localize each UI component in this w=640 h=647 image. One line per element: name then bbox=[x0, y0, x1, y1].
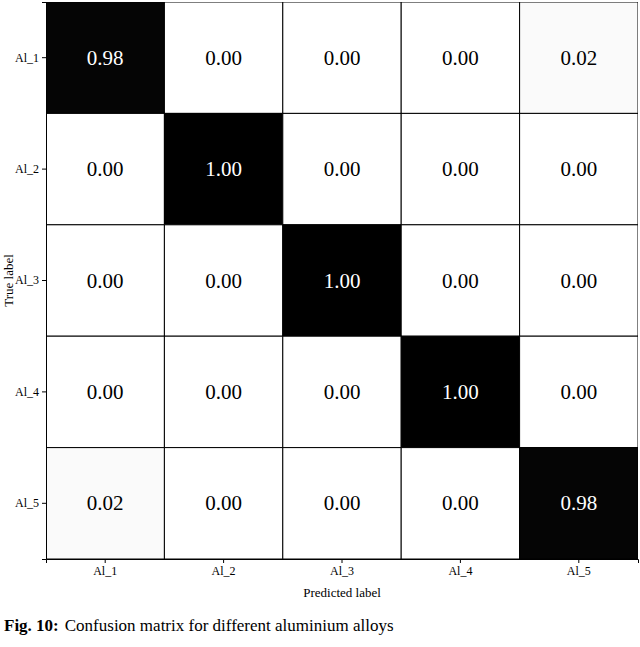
cell bbox=[164, 113, 282, 224]
cell-label: 0.00 bbox=[205, 380, 242, 404]
y-tick: Al_2 bbox=[15, 162, 46, 176]
x-tick-mark bbox=[105, 559, 106, 563]
cell-label: 0.00 bbox=[205, 491, 242, 515]
cell-label: 0.00 bbox=[560, 380, 597, 404]
cell bbox=[164, 336, 282, 447]
cell bbox=[283, 113, 401, 224]
x-tick: Al_4 bbox=[448, 559, 472, 578]
cell bbox=[401, 225, 519, 336]
x-tick-label: Al_4 bbox=[448, 564, 472, 578]
cell-label: 0.00 bbox=[87, 269, 124, 293]
x-tick: Al_5 bbox=[567, 559, 591, 578]
x-tick-mark bbox=[342, 559, 343, 563]
y-axis: Al_1 Al_2 Al_3 Al_4 Al_5 bbox=[15, 3, 47, 560]
x-tick: Al_2 bbox=[212, 559, 236, 578]
chart: 0.98 0.00 0.00 0.00 0.02 0.00 1.00 0.00 0.00 0.00… bbox=[0, 0, 640, 647]
y-tick-mark bbox=[42, 57, 46, 58]
y-tick-mark bbox=[42, 503, 46, 504]
y-tick-mark bbox=[42, 169, 46, 170]
caption-text: Confusion matrix for different aluminium… bbox=[65, 616, 394, 635]
cell-label: 1.00 bbox=[324, 269, 361, 293]
y-tick-mark bbox=[42, 391, 46, 392]
caption-label: Fig. 10: bbox=[4, 616, 59, 635]
y-tick-label: Al_2 bbox=[15, 162, 39, 176]
x-tick-label: Al_3 bbox=[330, 564, 354, 578]
y-axis-title: True label bbox=[1, 254, 16, 307]
cell bbox=[401, 448, 519, 559]
x-tick-label: Al_1 bbox=[93, 564, 117, 578]
cell-label: 0.00 bbox=[560, 157, 597, 181]
cell bbox=[520, 336, 638, 447]
cell-label: 0.00 bbox=[560, 269, 597, 293]
x-tick-mark bbox=[223, 559, 224, 563]
x-tick-label: Al_2 bbox=[212, 564, 236, 578]
cell bbox=[520, 225, 638, 336]
cell bbox=[164, 448, 282, 559]
x-axis-title: Predicted label bbox=[303, 585, 381, 600]
cell-label: 0.00 bbox=[87, 380, 124, 404]
cell bbox=[164, 2, 282, 113]
cell bbox=[283, 225, 401, 336]
cells bbox=[46, 2, 638, 559]
cell-labels: 0.98 0.00 0.00 0.00 0.02 0.00 1.00 0.00 0.00 0.00… bbox=[87, 46, 597, 516]
cell bbox=[46, 2, 164, 113]
x-tick-mark bbox=[578, 559, 579, 563]
cell-label: 0.00 bbox=[87, 157, 124, 181]
cell-label: 0.00 bbox=[442, 491, 479, 515]
y-axis-line bbox=[42, 3, 47, 560]
x-tick: Al_1 bbox=[93, 559, 117, 578]
y-tick-label: Al_5 bbox=[15, 496, 39, 510]
x-axis: Al_1 Al_2 Al_3 Al_4 Al_5 bbox=[47, 559, 639, 578]
cell-label: 0.00 bbox=[442, 269, 479, 293]
cell bbox=[520, 2, 638, 113]
cell-label: 0.00 bbox=[324, 46, 361, 70]
y-tick-label: Al_4 bbox=[15, 385, 39, 399]
caption: Fig. 10: Confusion matrix for different a… bbox=[4, 616, 394, 635]
cell bbox=[283, 2, 401, 113]
cell bbox=[520, 448, 638, 559]
cell-label: 0.00 bbox=[205, 269, 242, 293]
cell-label: 0.00 bbox=[324, 491, 361, 515]
cell bbox=[401, 2, 519, 113]
y-tick: Al_4 bbox=[15, 385, 46, 399]
cell bbox=[46, 225, 164, 336]
cell bbox=[46, 113, 164, 224]
cell-label: 0.00 bbox=[324, 157, 361, 181]
x-tick: Al_3 bbox=[330, 559, 354, 578]
cell bbox=[520, 113, 638, 224]
cell-label: 0.00 bbox=[205, 46, 242, 70]
cell-label: 0.00 bbox=[442, 46, 479, 70]
cell bbox=[401, 113, 519, 224]
cell bbox=[401, 336, 519, 447]
y-tick: Al_1 bbox=[15, 51, 46, 65]
x-tick-mark bbox=[460, 559, 461, 563]
y-tick-label: Al_3 bbox=[15, 273, 39, 287]
cell-label: 0.98 bbox=[560, 491, 597, 515]
y-tick-label: Al_1 bbox=[15, 51, 39, 65]
cell bbox=[283, 448, 401, 559]
cell-label: 1.00 bbox=[205, 157, 242, 181]
cell bbox=[46, 336, 164, 447]
plot: 0.98 0.00 0.00 0.00 0.02 0.00 1.00 0.00 0.00 0.00… bbox=[15, 2, 639, 578]
cell-label: 0.00 bbox=[442, 157, 479, 181]
cell bbox=[46, 448, 164, 559]
cell bbox=[283, 336, 401, 447]
cell-label: 0.02 bbox=[87, 491, 124, 515]
x-axis-line bbox=[47, 560, 639, 564]
x-tick-label: Al_5 bbox=[567, 564, 591, 578]
cell-label: 1.00 bbox=[442, 380, 479, 404]
y-tick-mark bbox=[42, 280, 46, 281]
cell-label: 0.98 bbox=[87, 46, 124, 70]
y-tick: Al_3 bbox=[15, 273, 46, 287]
cell bbox=[164, 225, 282, 336]
cell-label: 0.00 bbox=[324, 380, 361, 404]
y-tick: Al_5 bbox=[15, 496, 46, 510]
cell-label: 0.02 bbox=[560, 46, 597, 70]
